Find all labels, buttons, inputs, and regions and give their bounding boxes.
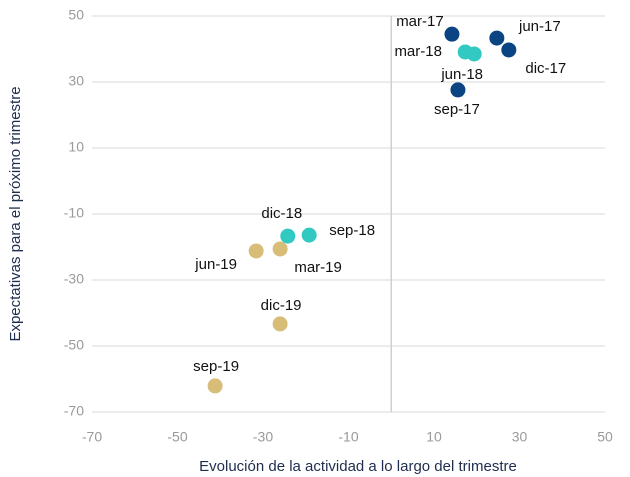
x-tick-label: 50 [597, 429, 613, 445]
point-label: mar-18 [394, 43, 442, 60]
point-label: dic-18 [261, 205, 302, 222]
y-tick-label: 10 [68, 139, 84, 155]
point [272, 241, 288, 257]
x-tick-label: -30 [253, 429, 273, 445]
point [466, 46, 482, 62]
point-label: dic-17 [525, 60, 566, 77]
x-tick-label: 10 [426, 429, 442, 445]
x-tick-label: -50 [167, 429, 187, 445]
point-label: sep-19 [193, 358, 239, 375]
x-axis-title: Evolución de la actividad a lo largo del… [199, 458, 517, 475]
point [248, 243, 264, 259]
y-tick-label: 50 [68, 7, 84, 23]
point [489, 30, 505, 46]
point-label: mar-19 [294, 259, 342, 276]
y-tick-label: -30 [64, 271, 84, 287]
y-tick-label: -50 [64, 337, 84, 353]
y-axis-title: Expectativas para el próximo trimestre [7, 86, 24, 341]
point-label: jun-18 [440, 66, 483, 83]
point [301, 227, 317, 243]
point-label: sep-17 [434, 101, 480, 118]
point [272, 316, 288, 332]
point-label: mar-17 [396, 13, 444, 30]
point-label: jun-17 [518, 18, 561, 35]
point-label: jun-19 [194, 256, 237, 273]
y-tick-label: 30 [68, 73, 84, 89]
point [207, 378, 223, 394]
point-label: dic-19 [261, 297, 302, 314]
y-tick-label: -70 [64, 403, 84, 419]
point [501, 42, 517, 58]
point [450, 82, 466, 98]
y-tick-label: -10 [64, 205, 84, 221]
point [444, 26, 460, 42]
point-label: sep-18 [329, 222, 375, 239]
point [280, 228, 296, 244]
x-tick-label: -70 [82, 429, 102, 445]
x-tick-label: -10 [338, 429, 358, 445]
x-tick-label: 30 [512, 429, 528, 445]
